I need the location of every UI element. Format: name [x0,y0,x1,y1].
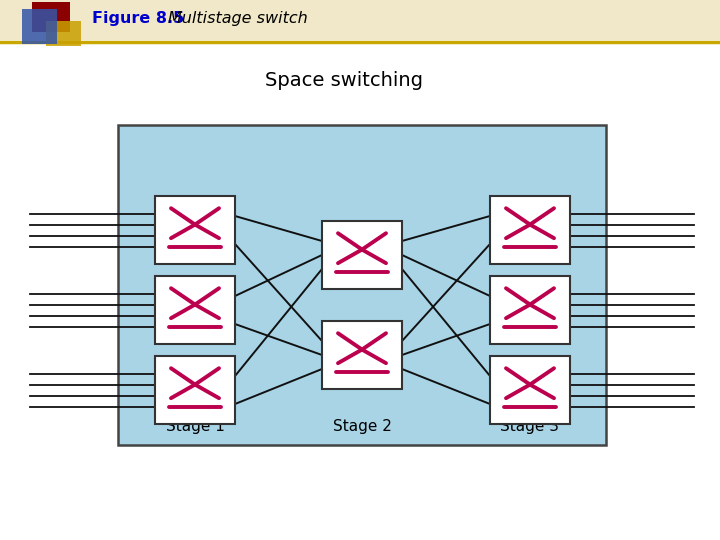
Bar [155,276,235,344]
Bar [46,21,81,46]
Text: Space switching: Space switching [265,71,423,90]
Bar [490,276,570,344]
Bar [118,125,606,445]
Bar [0,0,720,40]
Text: Stage 2: Stage 2 [333,420,392,435]
Bar [155,356,235,424]
Bar [22,9,57,44]
Text: Stage 3: Stage 3 [500,420,559,435]
Text: Figure 8.5: Figure 8.5 [92,11,184,26]
Bar [322,321,402,389]
Text: Stage 1: Stage 1 [166,420,225,435]
Bar [490,356,570,424]
Bar [322,221,402,289]
Bar [155,196,235,264]
Bar [490,196,570,264]
Bar [32,2,70,32]
Text: Multistage switch: Multistage switch [168,11,307,26]
